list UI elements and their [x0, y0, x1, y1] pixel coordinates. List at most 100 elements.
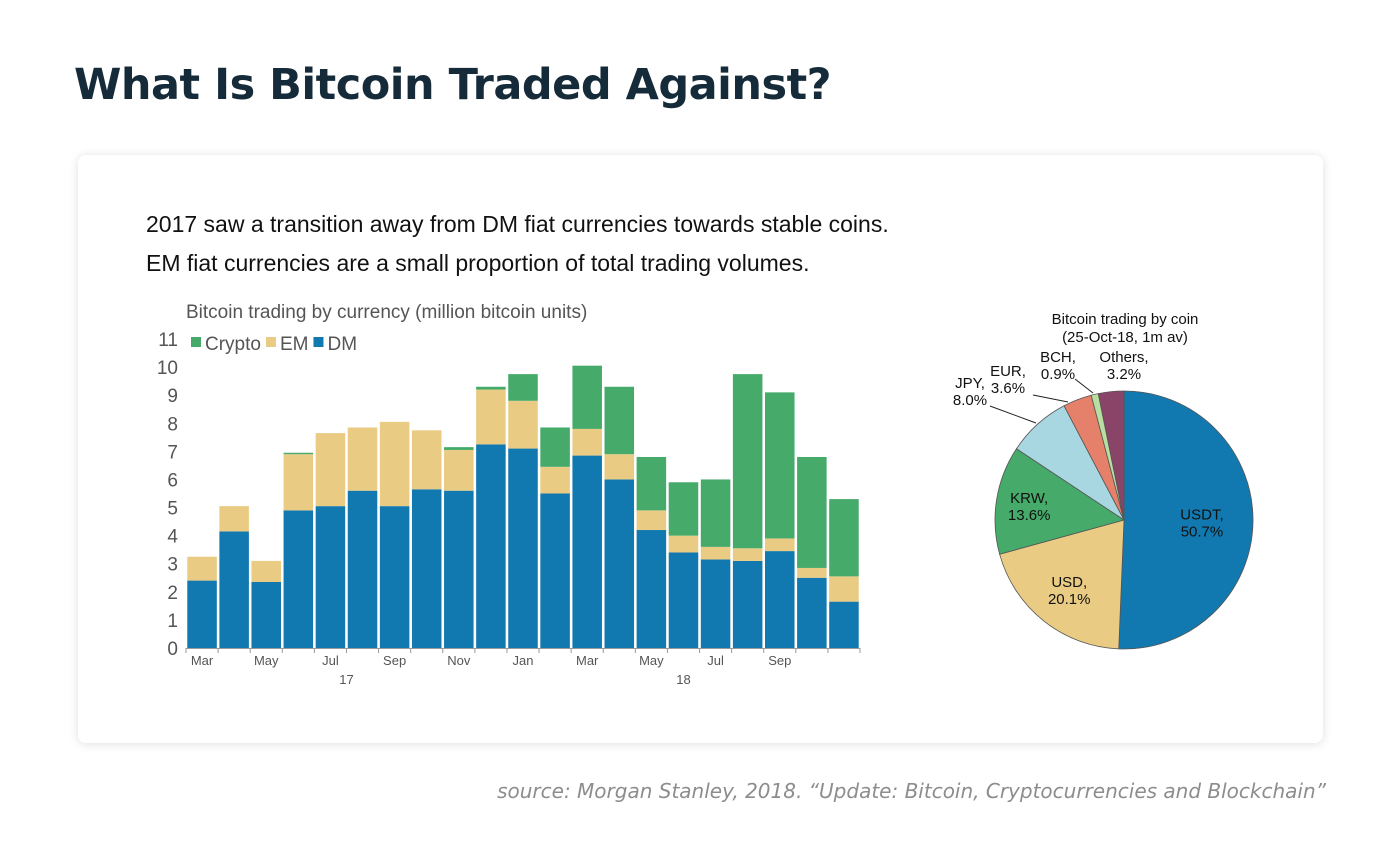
bar-crypto-15 [668, 482, 699, 536]
bar-em-17 [732, 548, 763, 561]
bar-chart-legend: Crypto EM DM [191, 334, 357, 355]
bar-crypto-3 [283, 452, 314, 455]
y-tick-label-9: 9 [167, 386, 178, 407]
chart-subtitle-line-2: EM fiat currencies are a small proportio… [146, 250, 810, 276]
x-tick-label-3: Sep [383, 653, 406, 668]
bar-em-9 [476, 389, 506, 445]
legend-swatch-dm [313, 337, 324, 347]
pie-value-eur: 3.6% [991, 380, 1025, 397]
x-tick-label-7: May [639, 653, 664, 668]
bar-dm-14 [636, 530, 667, 648]
pie-value-usd: 20.1% [1048, 591, 1091, 608]
x-year-label-0: 17 [339, 672, 353, 687]
pie-chart: Bitcoin trading by coin (25-Oct-18, 1m a… [953, 311, 1254, 650]
bar-em-3 [283, 454, 314, 511]
bar-em-5 [347, 427, 378, 491]
page-title: What Is Bitcoin Traded Against? [74, 60, 832, 110]
x-tick-label-5: Jan [513, 653, 534, 668]
pie-chart-slices [994, 390, 1254, 650]
x-tick-label-6: Mar [576, 653, 599, 668]
pie-label-usd: USD, [1051, 574, 1087, 591]
bar-crypto-14 [636, 456, 667, 511]
bar-em-20 [829, 576, 859, 602]
y-tick-label-7: 7 [167, 442, 178, 463]
bar-dm-2 [251, 581, 282, 648]
legend-label-dm: DM [327, 334, 357, 355]
bar-crypto-19 [797, 456, 827, 568]
pie-slice-usd [999, 519, 1125, 650]
pie-label-jpy: JPY, [955, 375, 985, 392]
legend-swatch-em [265, 337, 276, 347]
y-tick-label-5: 5 [167, 499, 178, 520]
bar-em-15 [668, 535, 699, 553]
pie-chart-title-line-1: Bitcoin trading by coin [1052, 311, 1199, 328]
bar-chart-bars [187, 365, 859, 648]
y-tick-label-2: 2 [167, 583, 178, 604]
bar-chart: Bitcoin trading by currency (million bit… [157, 302, 861, 687]
bar-em-4 [315, 433, 346, 507]
pie-value-bch: 0.9% [1041, 366, 1075, 383]
chart-card: 2017 saw a transition away from DM fiat … [78, 155, 1323, 743]
bar-chart-x-axis: Mar May Jul Sep Nov Jan Mar May Jul Sep 17 18 [185, 648, 861, 687]
y-tick-label-10: 10 [157, 358, 178, 379]
bar-crypto-11 [540, 427, 570, 467]
bar-dm-19 [797, 577, 827, 648]
pie-leader-line-jpy [989, 405, 1037, 424]
x-tick-label-9: Sep [768, 653, 791, 668]
source-citation: source: Morgan Stanley, 2018. “Update: B… [497, 779, 1326, 803]
bar-em-7 [411, 430, 442, 490]
bar-dm-0 [187, 580, 217, 648]
bar-dm-20 [829, 601, 859, 648]
bar-dm-15 [668, 552, 699, 648]
bar-dm-4 [315, 506, 346, 648]
chart-subtitle-line-1: 2017 saw a transition away from DM fiat … [146, 211, 889, 237]
bar-crypto-13 [604, 386, 635, 455]
legend-label-em: EM [280, 334, 309, 355]
bar-dm-9 [476, 444, 506, 648]
pie-slice-others [1097, 390, 1125, 521]
bar-dm-10 [508, 448, 538, 648]
bar-chart-y-axis: 0 1 2 3 4 5 6 7 8 9 10 11 [157, 330, 179, 660]
bar-crypto-17 [732, 374, 763, 549]
bar-em-12 [572, 428, 602, 456]
bar-em-14 [636, 510, 667, 531]
pie-leader-line-bch [1074, 378, 1094, 394]
y-tick-label-1: 1 [167, 611, 178, 632]
y-tick-label-0: 0 [167, 639, 178, 660]
pie-value-jpy: 8.0% [953, 392, 987, 409]
bar-crypto-8 [444, 447, 474, 450]
bar-dm-11 [540, 493, 570, 648]
pie-label-bch: BCH, [1040, 349, 1076, 366]
bar-em-19 [797, 567, 827, 578]
pie-leader-line-eur [1032, 394, 1069, 403]
bar-crypto-12 [572, 365, 602, 429]
bar-dm-12 [572, 455, 602, 648]
x-tick-label-0: Mar [191, 653, 214, 668]
y-tick-label-6: 6 [167, 470, 178, 491]
bar-dm-7 [411, 489, 442, 648]
x-tick-label-8: Jul [707, 653, 724, 668]
x-tick-label-1: May [254, 653, 279, 668]
pie-label-others: Others, [1099, 349, 1148, 366]
bar-crypto-16 [700, 479, 731, 547]
bar-dm-16 [700, 559, 731, 648]
bar-em-0 [187, 556, 217, 581]
bar-crypto-10 [508, 374, 538, 401]
pie-chart-labels: USDT,50.7% USD,20.1% KRW,13.6% JPY,8.0%EUR,… [953, 349, 1224, 608]
bar-em-11 [540, 466, 570, 494]
bar-em-2 [251, 560, 282, 582]
bar-dm-13 [604, 479, 635, 648]
legend-swatch-crypto [191, 337, 201, 347]
bar-dm-1 [219, 531, 249, 648]
pie-chart-title-line-2: (25-Oct-18, 1m av) [1062, 329, 1188, 346]
pie-slice-usdt [1118, 390, 1254, 650]
x-tick-label-4: Nov [447, 653, 471, 668]
bar-dm-5 [347, 490, 378, 648]
bar-chart-title: Bitcoin trading by currency (million bit… [186, 302, 587, 323]
x-tick-label-2: Jul [322, 653, 339, 668]
bar-crypto-9 [476, 386, 506, 390]
bar-em-13 [604, 454, 635, 480]
bar-dm-6 [379, 506, 410, 648]
y-tick-label-11: 11 [158, 330, 178, 351]
bar-em-8 [444, 449, 474, 491]
